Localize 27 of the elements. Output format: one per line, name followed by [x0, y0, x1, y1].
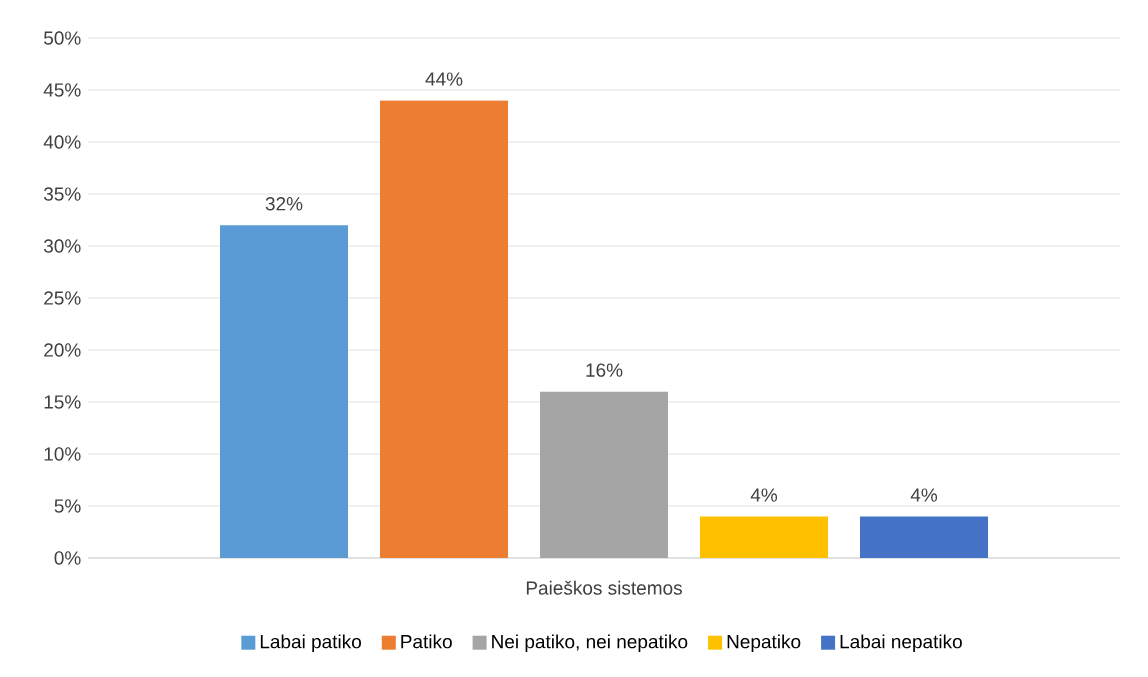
data-label: 32% — [265, 197, 303, 211]
data-label: 44% — [425, 72, 463, 86]
bar — [860, 516, 989, 558]
legend-label: Nepatiko — [727, 634, 801, 653]
legend-label: Labai patiko — [260, 634, 361, 653]
legend-label: Labai nepatiko — [840, 634, 962, 653]
legend-label: Nei patiko, nei nepatiko — [492, 634, 688, 653]
y-tick-label: 35% — [43, 187, 81, 201]
y-tick-label: 15% — [44, 395, 81, 409]
legend-label: Patiko — [401, 634, 452, 649]
bar — [700, 516, 829, 558]
data-label: 16% — [586, 363, 623, 377]
data-label: 4% — [750, 488, 778, 502]
bar — [540, 391, 669, 558]
y-tick-label: 45% — [43, 83, 81, 97]
y-tick-label: 20% — [44, 343, 81, 357]
y-tick-label: 5% — [54, 499, 81, 513]
x-tick-label: Paieškos sistemos — [526, 580, 682, 595]
bar — [220, 225, 349, 558]
y-tick-label: 10% — [44, 447, 81, 461]
bar — [380, 100, 509, 558]
y-tick-label: 50% — [44, 31, 81, 45]
y-tick-label: 0% — [54, 551, 81, 565]
y-tick-label: 40% — [43, 135, 81, 149]
y-tick-label: 25% — [44, 291, 81, 305]
y-tick-label: 30% — [43, 239, 81, 253]
data-label: 4% — [910, 488, 938, 502]
